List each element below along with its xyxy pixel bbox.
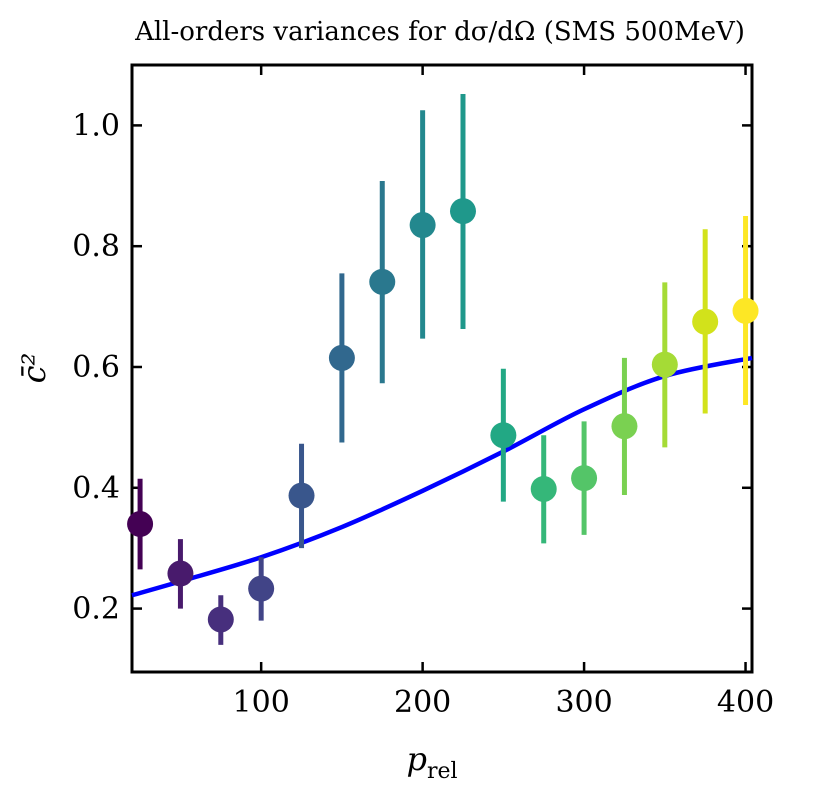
x-tick-label: 300	[555, 685, 612, 720]
x-ticks: 100 200 300 400	[233, 65, 774, 720]
chart-title: All-orders variances for dσ/dΩ (SMS 500M…	[134, 17, 745, 47]
y-tick-label: 0.6	[72, 350, 120, 385]
x-tick-label: 400	[717, 685, 774, 720]
data-point	[571, 465, 598, 492]
data-point	[248, 575, 275, 602]
data-point	[288, 482, 315, 509]
data-point	[369, 268, 396, 295]
y-tick-label: 1.0	[72, 108, 120, 143]
y-axis-label: c̄²	[15, 353, 53, 384]
data-point	[611, 413, 638, 440]
data-point	[530, 475, 557, 502]
y-tick-label: 0.4	[72, 471, 120, 506]
data-point	[449, 198, 476, 225]
data-point	[651, 351, 678, 378]
data-point	[328, 344, 355, 371]
y-tick-label: 0.8	[72, 229, 120, 264]
y-tick-label: 0.2	[72, 592, 120, 627]
plot-frame	[130, 63, 754, 674]
data-point	[127, 511, 154, 538]
y-ticks: 0.2 0.4 0.6 0.8 1.0	[72, 108, 752, 627]
data-point	[732, 297, 759, 324]
x-tick-label: 100	[233, 685, 290, 720]
data-point	[692, 308, 719, 335]
data-point	[207, 606, 234, 633]
x-tick-label: 200	[394, 685, 451, 720]
x-axis-label: prel	[406, 740, 457, 784]
x-axis-label-main: p	[406, 740, 426, 778]
data-point	[490, 422, 517, 449]
data-point	[409, 212, 436, 239]
data-point	[167, 560, 194, 587]
trend-curve	[131, 355, 753, 598]
data-points	[127, 198, 759, 633]
x-axis-label-subscript: rel	[427, 759, 458, 784]
